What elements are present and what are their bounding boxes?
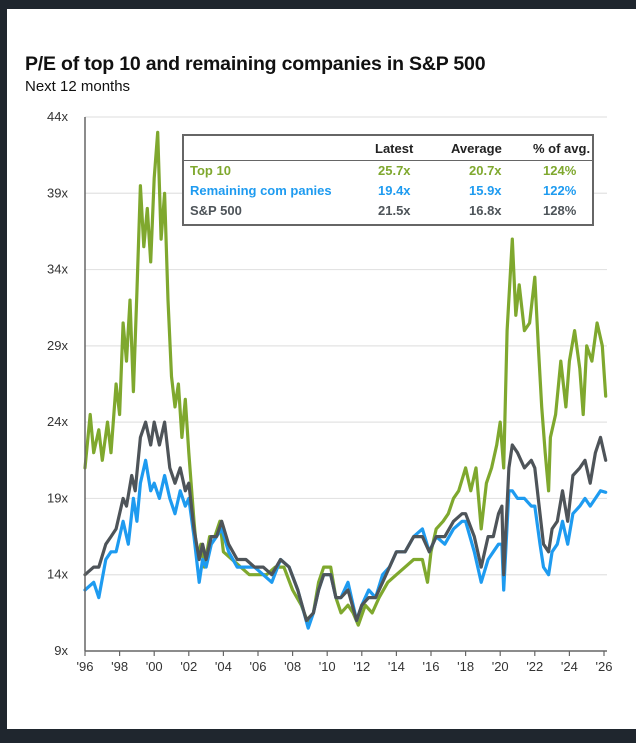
series-line-remaining-companies: [83, 458, 608, 630]
legend-row-sp500: S&P 500 21.5x 16.8x 128%: [184, 203, 592, 221]
chart-title: P/E of top 10 and remaining companies in…: [25, 53, 486, 75]
legend-header-pct-of-avg: % of avg.: [533, 141, 591, 156]
legend-series-name: Top 10: [190, 163, 231, 178]
legend-average-value: 16.8x: [469, 203, 502, 218]
axes: [84, 117, 607, 656]
y-tick-label: 34x: [47, 262, 68, 277]
x-tick-label: '16: [423, 659, 440, 674]
legend-average-value: 20.7x: [469, 163, 502, 178]
chart-panel: [7, 9, 636, 729]
legend-latest-value: 25.7x: [378, 163, 411, 178]
y-tick-label: 19x: [47, 490, 68, 505]
x-tick-label: '00: [146, 659, 163, 674]
legend-row-remaining: Remaining com panies 19.4x 15.9x 122%: [184, 183, 592, 201]
x-tick-label: '24: [561, 659, 578, 674]
x-tick-label: '12: [353, 659, 370, 674]
legend-row-top10: Top 10 25.7x 20.7x 124%: [184, 163, 592, 181]
legend-latest-value: 19.4x: [378, 183, 411, 198]
legend-average-value: 15.9x: [469, 183, 502, 198]
legend-pct-value: 128%: [543, 203, 577, 218]
y-tick-labels: 9x 14x 19x 24x 29x 34x 39x 44x: [47, 109, 68, 658]
y-tick-label: 39x: [47, 185, 68, 200]
y-tick-label: 9x: [54, 643, 68, 658]
x-tick-label: '04: [215, 659, 232, 674]
legend-header-latest: Latest: [375, 141, 414, 156]
y-tick-label: 44x: [47, 109, 68, 124]
legend-pct-value: 122%: [543, 183, 577, 198]
x-tick-label: '06: [250, 659, 267, 674]
legend-series-name: Remaining com panies: [190, 183, 332, 198]
legend-pct-value: 124%: [543, 163, 577, 178]
x-tick-label: '98: [111, 659, 128, 674]
series-line-s-p-500: [83, 420, 608, 623]
legend-series-name: S&P 500: [190, 203, 242, 218]
series-lines: [83, 130, 608, 630]
x-tick-label: '02: [180, 659, 197, 674]
x-tick-label: '20: [492, 659, 509, 674]
x-tick-label: '96: [77, 659, 94, 674]
legend-header-average: Average: [451, 141, 502, 156]
chart-subtitle: Next 12 months: [25, 78, 131, 95]
x-tick-label: '26: [596, 659, 613, 674]
y-tick-label: 29x: [47, 338, 68, 353]
y-tick-label: 24x: [47, 414, 68, 429]
x-tick-label: '10: [319, 659, 336, 674]
legend-table: Latest Average % of avg. Top 10 25.7x 20…: [182, 134, 594, 226]
x-tick-label: '18: [457, 659, 474, 674]
legend-latest-value: 21.5x: [378, 203, 411, 218]
series-line-top-10: [83, 130, 608, 627]
x-tick-labels: '96 '98 '00 '02 '04 '06 '08 '10 '12 '14 '16 '18 '20 '…: [77, 659, 613, 674]
x-tick-label: '14: [388, 659, 405, 674]
y-tick-label: 14x: [47, 567, 68, 582]
x-tick-label: '08: [284, 659, 301, 674]
legend-header-divider: [184, 160, 592, 161]
x-tick-label: '22: [526, 659, 543, 674]
